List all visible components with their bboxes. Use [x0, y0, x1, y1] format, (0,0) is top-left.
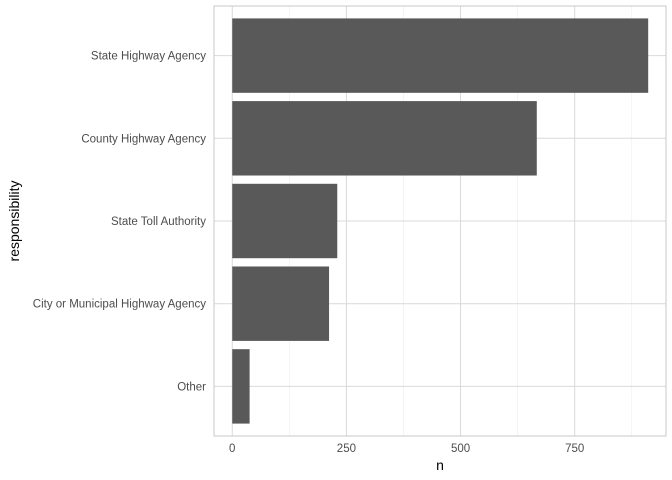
y-tick-labels: Other City or Municipal Highway Agency Sta…	[33, 51, 206, 394]
y-tick-label: State Toll Authority	[111, 216, 206, 228]
x-tick-label: 500	[451, 443, 470, 455]
y-axis-title: responsibility	[6, 181, 22, 262]
bar	[232, 101, 537, 176]
x-tick-labels: 0 250 500 750	[229, 443, 584, 455]
x-tick-label: 0	[229, 443, 235, 455]
y-tick-label: State Highway Agency	[91, 51, 206, 63]
y-tick-label: County Highway Agency	[81, 133, 206, 145]
bar	[232, 183, 338, 259]
bar	[232, 349, 250, 424]
x-tick-label: 750	[565, 443, 584, 455]
x-tick-label: 250	[337, 443, 356, 455]
bar-layer	[232, 18, 649, 424]
panel-border	[213, 5, 667, 437]
bar	[232, 266, 330, 341]
x-axis-title: n	[436, 457, 444, 473]
y-tick-label: City or Municipal Highway Agency	[33, 299, 206, 311]
y-tick-label: Other	[177, 381, 206, 393]
bar	[232, 18, 649, 93]
